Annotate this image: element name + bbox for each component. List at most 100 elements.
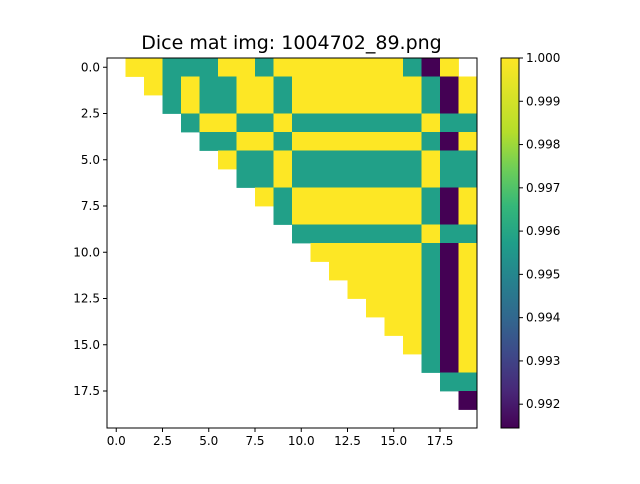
heatmap-cell bbox=[384, 243, 404, 262]
heatmap-cell bbox=[199, 113, 219, 133]
heatmap-cell bbox=[458, 206, 478, 225]
heatmap-cell bbox=[384, 76, 404, 96]
heatmap-cell bbox=[403, 150, 422, 170]
heatmap-cell bbox=[218, 150, 237, 170]
heatmap-cell bbox=[310, 150, 330, 170]
heatmap-cell bbox=[458, 113, 478, 133]
heatmap-cell bbox=[310, 58, 330, 77]
heatmap-cell bbox=[403, 280, 422, 299]
colorbar-tick-label: 0.999 bbox=[526, 94, 560, 108]
heatmap-cell bbox=[162, 76, 182, 96]
heatmap-cell bbox=[218, 95, 237, 114]
heatmap-cell bbox=[347, 132, 367, 151]
y-tick-label: 12.5 bbox=[73, 292, 100, 306]
colorbar-tick-label: 0.997 bbox=[526, 181, 560, 195]
heatmap-cell bbox=[292, 169, 311, 188]
heatmap-cell bbox=[421, 206, 441, 225]
heatmap-cell bbox=[329, 169, 348, 188]
heatmap-cell bbox=[440, 280, 459, 299]
x-tick-label: 0.0 bbox=[107, 434, 126, 448]
heatmap-cell bbox=[458, 372, 478, 392]
heatmap-cell bbox=[458, 354, 478, 373]
heatmap-cell bbox=[458, 280, 478, 299]
heatmap-cell bbox=[403, 58, 422, 77]
heatmap-cell bbox=[347, 280, 367, 299]
heatmap-cell bbox=[458, 298, 478, 318]
heatmap-cell bbox=[384, 280, 404, 299]
heatmap-cell bbox=[199, 76, 219, 96]
heatmap-cell bbox=[329, 243, 348, 262]
heatmap-cell bbox=[199, 132, 219, 151]
heatmap-cell bbox=[255, 169, 274, 188]
heatmap-cell bbox=[273, 113, 293, 133]
heatmap-cell bbox=[347, 113, 367, 133]
heatmap-cell bbox=[403, 298, 422, 318]
y-tick-label: 5.0 bbox=[81, 153, 100, 167]
heatmap-cell bbox=[292, 187, 311, 207]
x-tick-label: 7.5 bbox=[245, 434, 264, 448]
heatmap-cell bbox=[421, 95, 441, 114]
heatmap-cell bbox=[440, 132, 459, 151]
heatmap-cell bbox=[384, 261, 404, 281]
colorbar-tick-label: 0.996 bbox=[526, 224, 560, 238]
heatmap-cell bbox=[329, 132, 348, 151]
y-tick-label: 17.5 bbox=[73, 384, 100, 398]
heatmap-cell bbox=[403, 95, 422, 114]
heatmap-cell bbox=[421, 76, 441, 96]
heatmap-cell bbox=[329, 113, 348, 133]
y-tick-label: 2.5 bbox=[81, 107, 100, 121]
heatmap-cell bbox=[366, 132, 385, 151]
heatmap-cell bbox=[440, 224, 459, 244]
heatmap-cell bbox=[329, 224, 348, 244]
heatmap-cell bbox=[218, 113, 237, 133]
heatmap-cell bbox=[403, 317, 422, 336]
heatmap-cell bbox=[329, 187, 348, 207]
heatmap-cell bbox=[255, 150, 274, 170]
heatmap-cell bbox=[255, 76, 274, 96]
chart-title: Dice mat img: 1004702_89.png bbox=[141, 32, 442, 54]
x-axis: 0.0 2.5 5.0 7.5 10.0 12.5 15.0 17.5 bbox=[107, 428, 453, 448]
heatmap-cell bbox=[366, 298, 385, 318]
heatmap-cell bbox=[218, 76, 237, 96]
x-tick-label: 15.0 bbox=[380, 434, 407, 448]
heatmap-cell bbox=[384, 187, 404, 207]
heatmap-cell bbox=[310, 132, 330, 151]
colorbar-tick-label: 1.000 bbox=[526, 51, 560, 65]
heatmap-cell bbox=[236, 95, 256, 114]
heatmap-cell bbox=[329, 76, 348, 96]
heatmap-cell bbox=[199, 58, 219, 77]
heatmap-cell bbox=[273, 169, 293, 188]
heatmap-cell bbox=[347, 150, 367, 170]
heatmap-cell bbox=[255, 187, 274, 207]
heatmap-cell bbox=[273, 58, 293, 77]
heatmap-cell bbox=[292, 224, 311, 244]
heatmap-cell bbox=[384, 95, 404, 114]
heatmap-cell bbox=[440, 187, 459, 207]
plot-frame bbox=[106, 57, 478, 429]
heatmap-cell bbox=[273, 187, 293, 207]
heatmap-cell bbox=[384, 113, 404, 133]
heatmap-cell bbox=[403, 169, 422, 188]
heatmap-cell bbox=[366, 243, 385, 262]
heatmap-cell bbox=[440, 261, 459, 281]
heatmap-cell bbox=[144, 76, 163, 96]
heatmap-cell bbox=[292, 95, 311, 114]
heatmap-cell bbox=[440, 317, 459, 336]
heatmap-cell bbox=[458, 187, 478, 207]
heatmap-cell bbox=[440, 150, 459, 170]
heatmap-cell bbox=[366, 95, 385, 114]
heatmap-cell bbox=[403, 132, 422, 151]
heatmap-cell bbox=[458, 150, 478, 170]
heatmap-cell bbox=[366, 280, 385, 299]
heatmap-cell bbox=[292, 58, 311, 77]
heatmap-cell bbox=[347, 58, 367, 77]
heatmap-cell bbox=[458, 335, 478, 355]
heatmap-cell bbox=[384, 150, 404, 170]
heatmap-cell bbox=[310, 76, 330, 96]
heatmap-cell bbox=[421, 169, 441, 188]
heatmap-cell bbox=[421, 280, 441, 299]
heatmap-cell bbox=[366, 224, 385, 244]
heatmap-cell bbox=[347, 187, 367, 207]
heatmap-cell bbox=[255, 132, 274, 151]
heatmap-cell bbox=[292, 113, 311, 133]
